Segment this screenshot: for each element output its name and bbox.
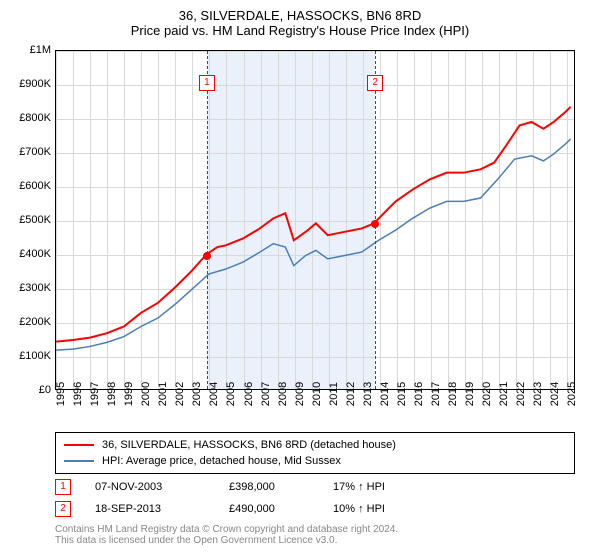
- x-axis-label: 2021: [498, 382, 510, 406]
- x-axis-label: 2020: [481, 382, 493, 406]
- x-axis-label: 2024: [549, 382, 561, 406]
- sale-pct: 17% ↑ HPI: [333, 481, 433, 493]
- series-price_paid: [56, 107, 571, 342]
- y-axis-label: £500K: [19, 214, 51, 226]
- chart-area: 12 £0£100K£200K£300K£400K£500K£600K£700K…: [55, 50, 575, 390]
- x-axis-label: 1995: [55, 382, 67, 406]
- x-axis-label: 2025: [566, 382, 578, 406]
- y-axis-label: £300K: [19, 282, 51, 294]
- y-axis-label: £800K: [19, 112, 51, 124]
- sale-date: 07-NOV-2003: [95, 481, 205, 493]
- x-axis-label: 2023: [532, 382, 544, 406]
- y-axis-label: £100K: [19, 350, 51, 362]
- y-axis-label: £1M: [30, 44, 51, 56]
- line-layer: [56, 51, 574, 389]
- sale-price: £490,000: [229, 503, 309, 515]
- x-axis-label: 2011: [328, 382, 340, 406]
- x-axis-label: 2019: [464, 382, 476, 406]
- x-axis-label: 1996: [72, 382, 84, 406]
- y-axis-label: £0: [39, 384, 51, 396]
- y-axis-label: £200K: [19, 316, 51, 328]
- y-axis-label: £900K: [19, 78, 51, 90]
- sale-marker-dot: [371, 220, 379, 228]
- x-axis-label: 2018: [447, 382, 459, 406]
- sale-marker-dot: [203, 252, 211, 260]
- x-axis-label: 2000: [140, 382, 152, 406]
- sale-badge: 2: [55, 501, 71, 517]
- x-axis-label: 2010: [311, 382, 323, 406]
- chart-subtitle: Price paid vs. HM Land Registry's House …: [0, 23, 600, 42]
- x-axis-label: 2001: [157, 382, 169, 406]
- x-axis-label: 2006: [243, 382, 255, 406]
- x-axis-label: 2016: [413, 382, 425, 406]
- x-axis-label: 2008: [277, 382, 289, 406]
- x-axis-label: 1999: [123, 382, 135, 406]
- legend-item: HPI: Average price, detached house, Mid …: [64, 453, 566, 469]
- legend-swatch: [64, 460, 94, 462]
- chart-title: 36, SILVERDALE, HASSOCKS, BN6 8RD: [0, 0, 600, 23]
- x-axis-label: 2003: [191, 382, 203, 406]
- plot-region: 12: [55, 50, 575, 390]
- x-axis-label: 2012: [345, 382, 357, 406]
- sale-row: 2 18-SEP-2013 £490,000 10% ↑ HPI: [55, 498, 433, 520]
- x-axis-label: 2022: [515, 382, 527, 406]
- x-axis-label: 2005: [225, 382, 237, 406]
- sale-badge: 1: [55, 479, 71, 495]
- sale-marker-badge: 2: [367, 75, 383, 91]
- legend: 36, SILVERDALE, HASSOCKS, BN6 8RD (detac…: [55, 432, 575, 474]
- legend-label: 36, SILVERDALE, HASSOCKS, BN6 8RD (detac…: [102, 439, 396, 451]
- footer-line: This data is licensed under the Open Gov…: [55, 535, 398, 546]
- x-axis-label: 2004: [208, 382, 220, 406]
- x-axis-label: 2007: [260, 382, 272, 406]
- y-axis-label: £400K: [19, 248, 51, 260]
- legend-label: HPI: Average price, detached house, Mid …: [102, 455, 341, 467]
- sale-pct: 10% ↑ HPI: [333, 503, 433, 515]
- footer-line: Contains HM Land Registry data © Crown c…: [55, 524, 398, 535]
- y-axis-label: £700K: [19, 146, 51, 158]
- x-axis-label: 2015: [396, 382, 408, 406]
- sale-price: £398,000: [229, 481, 309, 493]
- sale-row: 1 07-NOV-2003 £398,000 17% ↑ HPI: [55, 476, 433, 498]
- x-axis-label: 1998: [106, 382, 118, 406]
- legend-item: 36, SILVERDALE, HASSOCKS, BN6 8RD (detac…: [64, 437, 566, 453]
- x-axis-label: 2009: [294, 382, 306, 406]
- x-axis-label: 2014: [379, 382, 391, 406]
- x-axis-label: 1997: [89, 382, 101, 406]
- x-axis-label: 2002: [174, 382, 186, 406]
- sale-date: 18-SEP-2013: [95, 503, 205, 515]
- legend-swatch: [64, 444, 94, 446]
- sale-marker-line: [207, 51, 208, 389]
- sales-table: 1 07-NOV-2003 £398,000 17% ↑ HPI 2 18-SEP-201…: [55, 476, 433, 520]
- x-axis-label: 2017: [430, 382, 442, 406]
- x-axis-label: 2013: [362, 382, 374, 406]
- footer-attribution: Contains HM Land Registry data © Crown c…: [55, 524, 398, 546]
- sale-marker-badge: 1: [199, 75, 215, 91]
- y-axis-label: £600K: [19, 180, 51, 192]
